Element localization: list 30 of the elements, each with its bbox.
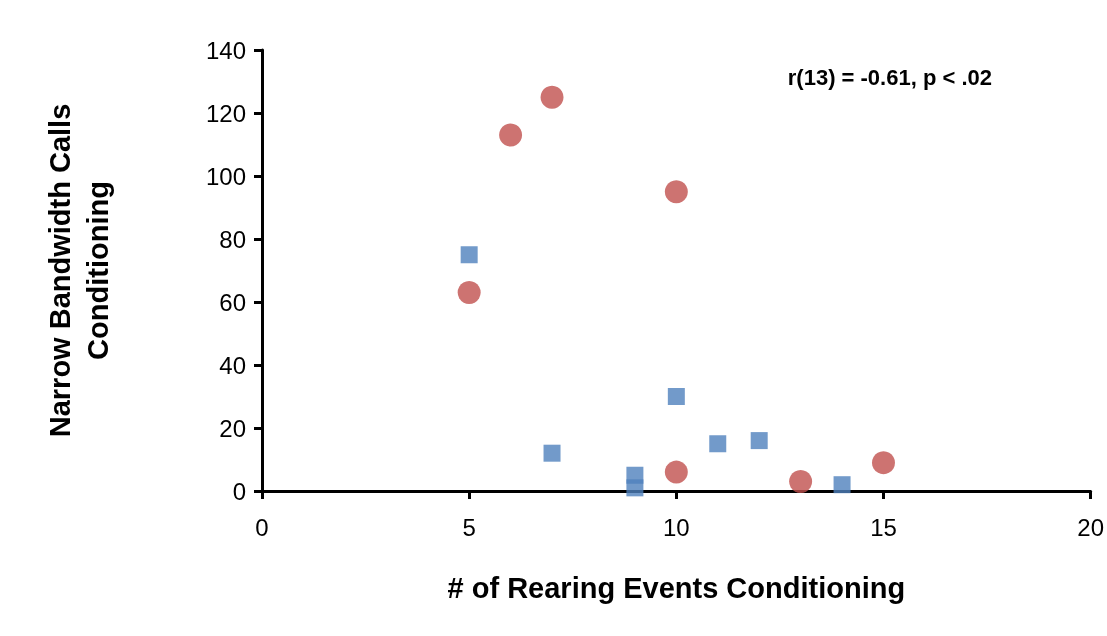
x-tick-label: 0 <box>255 513 269 541</box>
x-tick-label: 10 <box>662 513 690 541</box>
y-tick-label: 0 <box>232 477 246 505</box>
point <box>499 123 523 147</box>
y-tick-label: 100 <box>205 162 246 190</box>
point <box>626 479 644 497</box>
point <box>543 444 561 462</box>
y-tick-label: 140 <box>205 36 246 64</box>
point <box>664 180 688 204</box>
y-tick-label: 80 <box>219 225 246 253</box>
y-tick-label: 120 <box>205 99 246 127</box>
x-tick-label: 15 <box>870 513 897 541</box>
point <box>667 388 685 405</box>
x-axis-title: # of Rearing Events Conditioning <box>447 571 906 604</box>
point <box>540 85 564 109</box>
y-tick-label: 40 <box>219 351 246 379</box>
x-tick-label: 5 <box>462 513 476 541</box>
point <box>460 246 478 264</box>
point <box>664 460 688 484</box>
point <box>750 432 768 450</box>
point <box>833 476 851 494</box>
point <box>709 435 727 453</box>
point <box>789 470 813 494</box>
annotation: r(13) = -0.61, p < .02 <box>787 64 993 90</box>
point <box>457 281 481 305</box>
y-tick-label: 60 <box>219 288 246 316</box>
x-tick-label: 20 <box>1077 513 1104 541</box>
y-tick-label: 20 <box>219 414 246 442</box>
point <box>872 451 895 475</box>
y-axis-title: Narrow Bandwidth Calls Conditioning <box>44 103 114 438</box>
